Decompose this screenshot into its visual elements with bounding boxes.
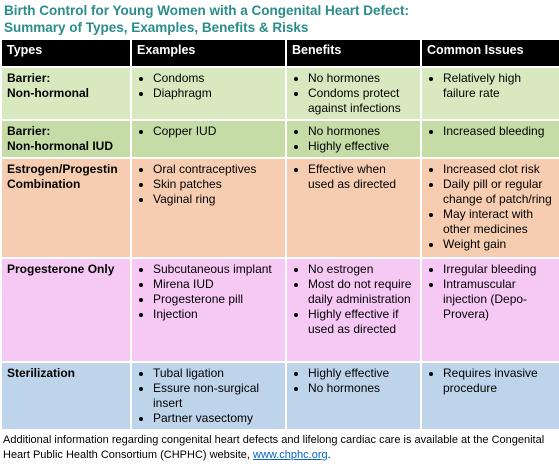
examples-cell: CondomsDiaphragm — [130, 66, 287, 121]
examples-list: Subcutaneous implantMirena IUDProgestero… — [137, 262, 280, 322]
examples-list: Copper IUD — [137, 124, 280, 139]
issues-list: Increased bleeding — [427, 124, 554, 139]
benefits-item: Highly effective if used as directed — [308, 307, 415, 337]
examples-item: Injection — [153, 307, 280, 322]
type-line: Sterilization — [7, 366, 76, 380]
benefits-cell: Highly effectiveNo hormones — [285, 361, 422, 431]
issues-cell: Irregular bleedingIntramuscular injectio… — [420, 257, 559, 363]
title-line: Summary of Types, Examples, Benefits & R… — [4, 20, 309, 35]
examples-item: Subcutaneous implant — [153, 262, 280, 277]
benefits-item: No hormones — [308, 124, 415, 139]
title-line: Birth Control for Young Women with a Con… — [4, 3, 410, 18]
issues-list: Increased clot riskDaily pill or regular… — [427, 162, 554, 252]
benefits-list: No hormonesCondoms protect against infec… — [292, 71, 415, 116]
table-row: Sterilization Tubal ligationEssure non-su… — [0, 361, 559, 431]
type-cell: Estrogen/Progestin Combination — [0, 157, 132, 259]
benefits-item: Condoms protect against infections — [308, 86, 415, 116]
benefits-item: Highly effective — [308, 139, 415, 154]
issues-cell: Increased bleeding — [420, 119, 559, 159]
benefits-item: Highly effective — [308, 366, 415, 381]
type-line: Progesterone Only — [7, 262, 115, 276]
issues-item: Weight gain — [443, 237, 554, 252]
issues-cell: Relatively high failure rate — [420, 66, 559, 121]
examples-item: Tubal ligation — [153, 366, 280, 381]
benefits-cell: No estrogenMost do not require daily adm… — [285, 257, 422, 363]
examples-item: Diaphragm — [153, 86, 280, 101]
table-row: Barrier:Non-hormonalCondomsDiaphragmNo h… — [0, 66, 559, 121]
footer-link[interactable]: www.chphc.org — [253, 449, 328, 461]
footer-end: . — [327, 449, 331, 461]
issues-cell: Increased clot riskDaily pill or regular… — [420, 157, 559, 259]
column-header: Types — [0, 38, 132, 68]
footer-text: Additional information regarding congeni… — [3, 434, 545, 461]
table-row: Estrogen/ProgestinCombinationOral contra… — [0, 157, 559, 259]
benefits-list: No estrogenMost do not require daily adm… — [292, 262, 415, 337]
benefits-cell: No hormonesCondoms protect against infec… — [285, 66, 422, 121]
examples-item: Copper IUD — [153, 124, 280, 139]
examples-item: Mirena IUD — [153, 277, 280, 292]
examples-item: Progesterone pill — [153, 292, 280, 307]
issues-cell: Requires invasive procedure — [420, 361, 559, 431]
issues-item: Intramuscular injection (Depo-Provera) — [443, 277, 554, 322]
benefits-list: No hormonesHighly effective — [292, 124, 415, 154]
type-cell: Sterilization — [0, 361, 132, 431]
examples-item: Condoms — [153, 71, 280, 86]
examples-item: Vaginal ring — [153, 192, 280, 207]
type-line: Non-hormonal — [7, 86, 89, 100]
issues-item: Daily pill or regular change of patch/ri… — [443, 177, 554, 207]
type-line: Combination — [7, 177, 81, 191]
benefits-item: No estrogen — [308, 262, 415, 277]
title: Birth Control for Young Women with a Con… — [0, 0, 559, 36]
benefits-cell: No hormonesHighly effective — [285, 119, 422, 159]
benefits-list: Highly effectiveNo hormones — [292, 366, 415, 396]
issues-list: Relatively high failure rate — [427, 71, 554, 101]
header-row: Types Examples Benefits Common Issues — [0, 38, 559, 68]
examples-list: CondomsDiaphragm — [137, 71, 280, 101]
benefits-cell: Effective when used as directed — [285, 157, 422, 259]
examples-item: Partner vasectomy — [153, 411, 280, 426]
issues-item: Relatively high failure rate — [443, 71, 554, 101]
column-header: Examples — [130, 38, 287, 68]
benefits-item: Effective when used as directed — [308, 162, 415, 192]
type-line: Barrier: — [7, 124, 51, 138]
examples-item: Essure non-surgical insert — [153, 381, 280, 411]
examples-list: Tubal ligationEssure non-surgical insert… — [137, 366, 280, 426]
type-line: Non-hormonal IUD — [7, 139, 113, 153]
examples-cell: Tubal ligationEssure non-surgical insert… — [130, 361, 287, 431]
type-cell: Progesterone Only — [0, 257, 132, 363]
benefits-item: No hormones — [308, 71, 415, 86]
benefits-item: Most do not require daily administration — [308, 277, 415, 307]
examples-list: Oral contraceptivesSkin patchesVaginal r… — [137, 162, 280, 207]
type-line: Estrogen/Progestin — [7, 162, 118, 176]
issues-item: Requires invasive procedure — [443, 366, 554, 396]
type-cell: Barrier: Non-hormonal — [0, 66, 132, 121]
column-header: Benefits — [285, 38, 422, 68]
examples-cell: Oral contraceptivesSkin patchesVaginal r… — [130, 157, 287, 259]
type-line: Barrier: — [7, 71, 51, 85]
issues-list: Requires invasive procedure — [427, 366, 554, 396]
benefits-item: No hormones — [308, 381, 415, 396]
issues-list: Irregular bleedingIntramuscular injectio… — [427, 262, 554, 322]
examples-item: Skin patches — [153, 177, 280, 192]
issues-item: May interact with other medicines — [443, 207, 554, 237]
footer: Additional information regarding congeni… — [0, 431, 559, 465]
table-row: Progesterone Only Subcutaneous implantMir… — [0, 257, 559, 363]
issues-item: Increased bleeding — [443, 124, 554, 139]
examples-cell: Copper IUD — [130, 119, 287, 159]
column-header: Common Issues — [420, 38, 559, 68]
table: Types Examples Benefits Common Issues Barri… — [0, 38, 559, 431]
examples-item: Oral contraceptives — [153, 162, 280, 177]
issues-item: Increased clot risk — [443, 162, 554, 177]
examples-cell: Subcutaneous implantMirena IUDProgestero… — [130, 257, 287, 363]
benefits-list: Effective when used as directed — [292, 162, 415, 192]
issues-item: Irregular bleeding — [443, 262, 554, 277]
table-row: Barrier:Non-hormonal IUD Copper IUD No hor… — [0, 119, 559, 159]
type-cell: Barrier: Non-hormonal IUD — [0, 119, 132, 159]
